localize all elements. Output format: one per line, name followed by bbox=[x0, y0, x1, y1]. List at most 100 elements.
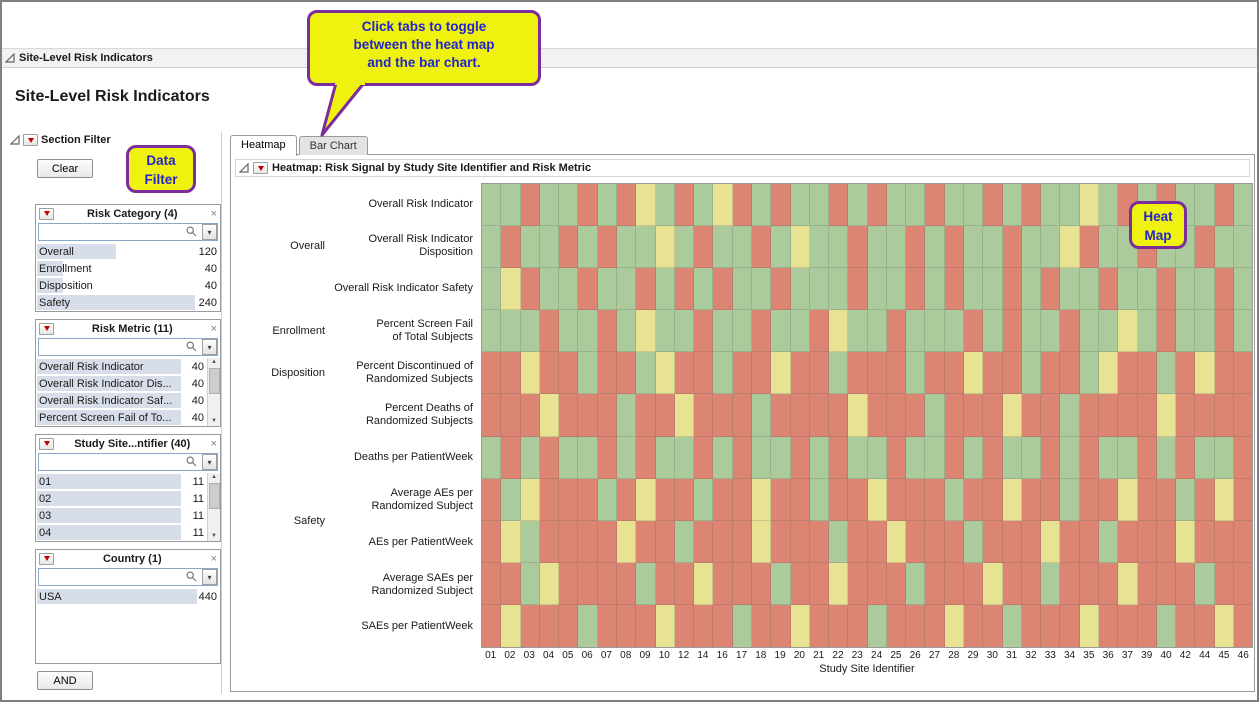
heatmap-cell[interactable] bbox=[790, 352, 810, 395]
heatmap-cell[interactable] bbox=[1156, 478, 1177, 521]
heatmap-cell[interactable] bbox=[751, 562, 772, 605]
heatmap-cell[interactable] bbox=[1195, 310, 1215, 353]
heatmap-cell[interactable] bbox=[1079, 520, 1099, 563]
heatmap-cell[interactable] bbox=[1176, 436, 1196, 479]
heatmap-cell[interactable] bbox=[713, 394, 733, 437]
red-triangle-menu-button[interactable] bbox=[39, 552, 54, 565]
heatmap-cell[interactable] bbox=[559, 394, 579, 437]
disclosure-triangle-icon[interactable] bbox=[5, 53, 15, 63]
heatmap-cell[interactable] bbox=[655, 478, 675, 521]
heatmap-cell[interactable] bbox=[1156, 520, 1177, 563]
heatmap-cell[interactable] bbox=[616, 436, 637, 479]
heatmap-cell[interactable] bbox=[1233, 184, 1253, 227]
heatmap-cell[interactable] bbox=[1214, 268, 1234, 311]
heatmap-cell[interactable] bbox=[906, 226, 926, 269]
heatmap-cell[interactable] bbox=[790, 184, 810, 227]
heatmap-cell[interactable] bbox=[597, 604, 617, 648]
heatmap-cell[interactable] bbox=[848, 394, 868, 437]
heatmap-cell[interactable] bbox=[674, 310, 695, 353]
heatmap-cell[interactable] bbox=[983, 226, 1003, 269]
heatmap-cell[interactable] bbox=[790, 520, 810, 563]
heatmap-cell[interactable] bbox=[1176, 478, 1196, 521]
heatmap-cell[interactable] bbox=[1137, 352, 1157, 395]
heatmap-cell[interactable] bbox=[771, 394, 791, 437]
heatmap-cell[interactable] bbox=[944, 184, 965, 227]
heatmap-cell[interactable] bbox=[925, 478, 945, 521]
heatmap-cell[interactable] bbox=[559, 436, 579, 479]
heatmap-cell[interactable] bbox=[597, 520, 617, 563]
heatmap-cell[interactable] bbox=[539, 604, 560, 648]
filter-search-input[interactable] bbox=[38, 568, 218, 586]
heatmap-cell[interactable] bbox=[539, 394, 560, 437]
heatmap-cell[interactable] bbox=[906, 562, 926, 605]
heatmap-cell[interactable] bbox=[655, 352, 675, 395]
filter-item[interactable]: USA 440 bbox=[36, 588, 220, 605]
scroll-up-icon[interactable]: ▲ bbox=[211, 474, 217, 480]
heatmap-cell[interactable] bbox=[1060, 436, 1080, 479]
heatmap-cell[interactable] bbox=[1099, 184, 1119, 227]
heatmap-cell[interactable] bbox=[694, 352, 714, 395]
heatmap-cell[interactable] bbox=[809, 436, 830, 479]
scrollbar-thumb[interactable] bbox=[208, 483, 220, 509]
heatmap-cell[interactable] bbox=[886, 436, 907, 479]
heatmap-cell[interactable] bbox=[1176, 268, 1196, 311]
heatmap-cell[interactable] bbox=[886, 352, 907, 395]
heatmap-cell[interactable] bbox=[1002, 352, 1022, 395]
heatmap-cell[interactable] bbox=[925, 562, 945, 605]
heatmap-cell[interactable] bbox=[694, 436, 714, 479]
heatmap-cell[interactable] bbox=[906, 310, 926, 353]
heatmap-cell[interactable] bbox=[829, 394, 849, 437]
heatmap-cell[interactable] bbox=[1099, 352, 1119, 395]
heatmap-cell[interactable] bbox=[886, 268, 907, 311]
heatmap-cell[interactable] bbox=[925, 226, 945, 269]
heatmap-cell[interactable] bbox=[983, 520, 1003, 563]
heatmap-cell[interactable] bbox=[616, 604, 637, 648]
scroll-down-icon[interactable]: ▼ bbox=[211, 418, 217, 424]
heatmap-cell[interactable] bbox=[1060, 352, 1080, 395]
heatmap-cell[interactable] bbox=[520, 310, 540, 353]
heatmap-cell[interactable] bbox=[694, 478, 714, 521]
heatmap-cell[interactable] bbox=[1118, 394, 1138, 437]
heatmap-cell[interactable] bbox=[983, 394, 1003, 437]
heatmap-cell[interactable] bbox=[809, 562, 830, 605]
heatmap-cell[interactable] bbox=[906, 394, 926, 437]
heatmap-cell[interactable] bbox=[636, 184, 656, 227]
heatmap-cell[interactable] bbox=[964, 394, 984, 437]
heatmap-cell[interactable] bbox=[1137, 562, 1157, 605]
heatmap-cell[interactable] bbox=[983, 436, 1003, 479]
heatmap-cell[interactable] bbox=[1176, 520, 1196, 563]
heatmap-cell[interactable] bbox=[713, 478, 733, 521]
heatmap-cell[interactable] bbox=[925, 520, 945, 563]
heatmap-cell[interactable] bbox=[655, 604, 675, 648]
heatmap-cell[interactable] bbox=[771, 184, 791, 227]
heatmap-cell[interactable] bbox=[906, 478, 926, 521]
heatmap-cell[interactable] bbox=[1214, 520, 1234, 563]
heatmap-cell[interactable] bbox=[520, 184, 540, 227]
heatmap-cell[interactable] bbox=[1021, 520, 1042, 563]
heatmap-cell[interactable] bbox=[616, 394, 637, 437]
heatmap-cell[interactable] bbox=[1099, 520, 1119, 563]
heatmap-cell[interactable] bbox=[1002, 394, 1022, 437]
heatmap-cell[interactable] bbox=[1137, 394, 1157, 437]
heatmap-cell[interactable] bbox=[983, 310, 1003, 353]
heatmap-cell[interactable] bbox=[1176, 394, 1196, 437]
heatmap-cell[interactable] bbox=[539, 520, 560, 563]
heatmap-cell[interactable] bbox=[1214, 352, 1234, 395]
heatmap-cell[interactable] bbox=[1041, 604, 1061, 648]
heatmap-cell[interactable] bbox=[636, 352, 656, 395]
heatmap-cell[interactable] bbox=[964, 604, 984, 648]
heatmap-cell[interactable] bbox=[1233, 520, 1253, 563]
heatmap-cell[interactable] bbox=[520, 562, 540, 605]
heatmap-cell[interactable] bbox=[501, 562, 521, 605]
scrollbar[interactable]: ▲ ▼ bbox=[207, 358, 220, 426]
heatmap-cell[interactable] bbox=[1214, 604, 1234, 648]
filter-search-input[interactable] bbox=[38, 453, 218, 471]
filter-item[interactable]: 03 11 bbox=[36, 507, 207, 524]
heatmap-cell[interactable] bbox=[1021, 394, 1042, 437]
heatmap-cell[interactable] bbox=[597, 184, 617, 227]
heatmap-cell[interactable] bbox=[867, 184, 887, 227]
filter-item[interactable]: Safety 240 bbox=[36, 294, 220, 311]
heatmap-cell[interactable] bbox=[771, 226, 791, 269]
heatmap-cell[interactable] bbox=[944, 394, 965, 437]
heatmap-cell[interactable] bbox=[1060, 184, 1080, 227]
